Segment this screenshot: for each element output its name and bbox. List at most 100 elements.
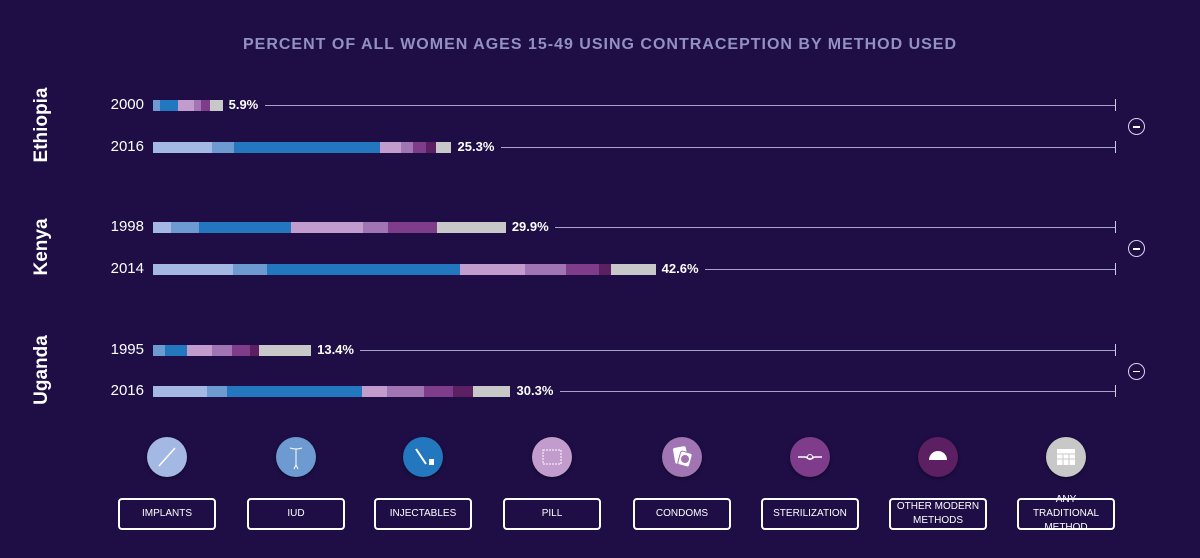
bar-segment-implants[interactable] xyxy=(153,142,212,153)
bar-segment-sterilization[interactable] xyxy=(412,142,426,153)
bar-segment-pill[interactable] xyxy=(361,386,387,397)
bar-segment-injectables[interactable] xyxy=(234,142,380,153)
syringe-icon xyxy=(403,437,443,477)
bar-segment-condoms[interactable] xyxy=(363,222,388,233)
guide-end-tick xyxy=(1115,99,1116,111)
bar-segment-condoms[interactable] xyxy=(524,264,566,275)
bar-segment-any-traditional-method[interactable] xyxy=(610,264,656,275)
guide-line xyxy=(500,147,1115,148)
bar-segment-injectables[interactable] xyxy=(164,345,188,356)
legend-button-sterilization[interactable]: STERILIZATION xyxy=(761,498,859,530)
guide-line xyxy=(559,391,1115,392)
stacked-bar xyxy=(153,386,511,397)
calendar-icon xyxy=(1046,437,1086,477)
stacked-bar xyxy=(153,345,312,356)
guide-end-tick xyxy=(1115,385,1116,397)
legend-label: PILL xyxy=(541,508,563,519)
guide-end-tick xyxy=(1115,344,1116,356)
bar-segment-injectables[interactable] xyxy=(160,100,178,111)
guide-line xyxy=(264,105,1115,106)
legend-label: IMPLANTS xyxy=(141,508,192,519)
total-label: 5.9% xyxy=(228,97,259,112)
bar-segment-iud[interactable] xyxy=(153,345,165,356)
legend-label: INJECTABLES xyxy=(389,508,457,519)
legend-label: ANY TRADITIONAL METHOD xyxy=(1032,494,1100,533)
year-label: 1995 xyxy=(110,341,144,358)
bar-segment-pill[interactable] xyxy=(187,345,212,356)
year-label: 2016 xyxy=(110,382,144,399)
bar-segment-pill[interactable] xyxy=(291,222,363,233)
bar-segment-iud[interactable] xyxy=(170,222,199,233)
bar-segment-iud[interactable] xyxy=(153,100,161,111)
bar-segment-other-modern-methods[interactable] xyxy=(452,386,473,397)
implant-rod-icon xyxy=(147,437,187,477)
bar-segment-pill[interactable] xyxy=(459,264,525,275)
guide-end-tick xyxy=(1115,141,1116,153)
bar-segment-sterilization[interactable] xyxy=(232,345,250,356)
year-label: 1998 xyxy=(110,218,144,235)
bar-segment-any-traditional-method[interactable] xyxy=(437,222,506,233)
bar-segment-iud[interactable] xyxy=(233,264,268,275)
guide-end-tick xyxy=(1115,263,1116,275)
bar-segment-injectables[interactable] xyxy=(199,222,292,233)
guide-line xyxy=(360,350,1115,351)
bar-segment-condoms[interactable] xyxy=(211,345,233,356)
collapse-kenya-button[interactable] xyxy=(1128,240,1145,257)
bar-segment-iud[interactable] xyxy=(207,386,228,397)
bar-segment-implants[interactable] xyxy=(153,386,208,397)
bar-segment-other-modern-methods[interactable] xyxy=(599,264,611,275)
total-label: 29.9% xyxy=(511,219,549,234)
total-label: 30.3% xyxy=(516,383,554,398)
stacked-bar xyxy=(153,142,452,153)
stacked-bar xyxy=(153,100,223,111)
collapse-uganda-button[interactable] xyxy=(1128,362,1145,380)
legend-button-iud[interactable]: IUD xyxy=(247,498,345,530)
total-label: 13.4% xyxy=(317,342,354,357)
bar-segment-any-traditional-method[interactable] xyxy=(472,386,511,397)
bar-segment-pill[interactable] xyxy=(177,100,195,111)
bar-segment-condoms[interactable] xyxy=(386,386,425,397)
bar-segment-pill[interactable] xyxy=(379,142,401,153)
guide-end-tick xyxy=(1115,221,1116,233)
bar-segment-any-traditional-method[interactable] xyxy=(436,142,452,153)
legend-label: CONDOMS xyxy=(655,508,709,519)
legend-label: OTHER MODERN METHODS xyxy=(896,501,980,526)
legend-button-pill[interactable]: PILL xyxy=(503,498,601,530)
bar-segment-condoms[interactable] xyxy=(400,142,413,153)
country-label: Uganda xyxy=(31,334,52,405)
year-label: 2016 xyxy=(110,138,144,155)
iud-icon xyxy=(276,437,316,477)
legend-button-any-traditional-method[interactable]: ANY TRADITIONAL METHOD xyxy=(1017,494,1115,533)
bar-segment-implants[interactable] xyxy=(153,222,171,233)
bar-segment-implants[interactable] xyxy=(153,264,234,275)
bar-segment-condoms[interactable] xyxy=(194,100,202,111)
condom-icon xyxy=(662,437,702,477)
bar-segment-other-modern-methods[interactable] xyxy=(249,345,260,356)
year-label: 2000 xyxy=(110,96,144,113)
pill-pack-icon xyxy=(532,437,572,477)
bar-segment-sterilization[interactable] xyxy=(565,264,599,275)
stacked-bar xyxy=(153,264,656,275)
bar-segment-iud[interactable] xyxy=(212,142,235,153)
bar-segment-sterilization[interactable] xyxy=(201,100,210,111)
bar-segment-injectables[interactable] xyxy=(267,264,460,275)
legend-button-condoms[interactable]: CONDOMS xyxy=(633,498,731,530)
tubal-tie-icon xyxy=(790,437,830,477)
chart-title: PERCENT OF ALL WOMEN AGES 15-49 USING CO… xyxy=(242,36,958,53)
bar-segment-any-traditional-method[interactable] xyxy=(259,345,312,356)
bar-segment-sterilization[interactable] xyxy=(424,386,453,397)
legend-button-injectables[interactable]: INJECTABLES xyxy=(374,498,472,530)
diaphragm-icon xyxy=(918,437,958,477)
year-label: 2014 xyxy=(110,260,144,277)
bar-segment-any-traditional-method[interactable] xyxy=(209,100,223,111)
guide-line xyxy=(554,227,1115,228)
guide-line xyxy=(704,269,1115,270)
total-label: 25.3% xyxy=(457,139,495,154)
legend-button-other-modern-methods[interactable]: OTHER MODERN METHODS xyxy=(889,498,987,530)
legend-button-implants[interactable]: IMPLANTS xyxy=(118,498,216,530)
bar-segment-other-modern-methods[interactable] xyxy=(425,142,437,153)
bar-segment-injectables[interactable] xyxy=(227,386,362,397)
total-label: 42.6% xyxy=(661,261,699,276)
collapse-ethiopia-button[interactable] xyxy=(1128,118,1145,135)
bar-segment-sterilization[interactable] xyxy=(387,222,438,233)
